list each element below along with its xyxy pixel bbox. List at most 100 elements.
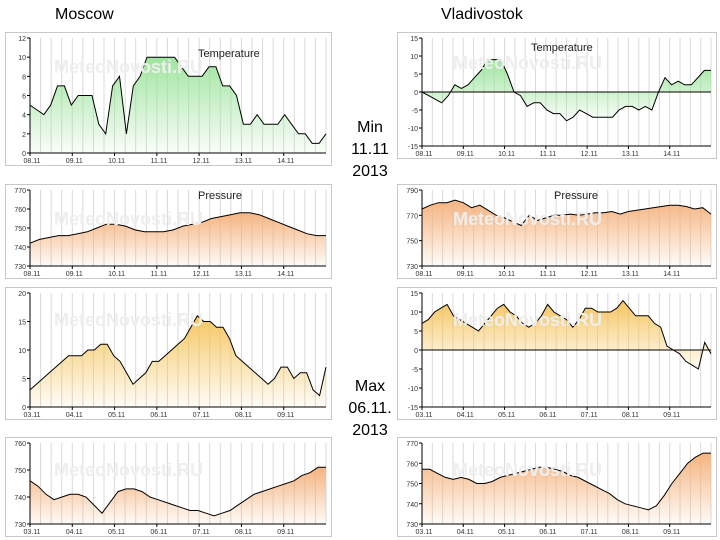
- area-fill: [422, 59, 711, 121]
- x-tick-label: 07.11: [193, 412, 210, 419]
- y-tick-label: 10: [18, 348, 26, 355]
- x-tick-label: 14.11: [277, 271, 294, 278]
- y-tick-label: 10: [410, 54, 418, 61]
- y-tick-label: 750: [406, 482, 418, 489]
- y-tick-label: -5: [412, 367, 418, 374]
- pressure-title: Pressure: [554, 190, 599, 202]
- x-tick-label: 08.11: [416, 151, 433, 158]
- x-tick-label: 08.11: [24, 271, 41, 278]
- area-fill: [30, 315, 326, 407]
- y-tick-label: 15: [410, 291, 418, 298]
- y-tick-label: 10: [18, 55, 26, 62]
- y-tick-label: 760: [14, 207, 26, 214]
- x-tick-label: 05.11: [108, 529, 125, 536]
- y-tick-label: -10: [408, 386, 418, 393]
- area-fill: [422, 200, 711, 266]
- min-year: 2013: [352, 163, 388, 180]
- y-tick-label: 15: [18, 320, 26, 327]
- vladivostok-max-temp-panel: -15 -10 -5 0 5 10 15 03.11 04.11 05.11 06.11 07.11 0…: [397, 287, 717, 420]
- chart-svg: 0 2 4 6 8 10 12 08.11 09.11 10.11 11.11 12.11 13.11 1…: [18, 36, 327, 165]
- y-tick-label: -5: [412, 108, 418, 115]
- chart-svg: -15 -10 -5 0 5 10 15 03.11 04.11 05.11 06.11 07.11 0…: [408, 291, 712, 419]
- x-tick-label: 10.11: [498, 271, 515, 278]
- y-tick-label: 770: [14, 188, 26, 195]
- x-tick-label: 10.11: [108, 271, 125, 278]
- x-tick-label: 11.11: [151, 271, 168, 278]
- x-tick-label: 11.11: [540, 151, 557, 158]
- x-tick-label: 08.11: [622, 529, 639, 536]
- x-tick-label: 05.11: [108, 412, 125, 419]
- series-line: [29, 466, 326, 517]
- city-vladivostok-label: Vladivostok: [441, 6, 523, 23]
- min-label: Min: [357, 119, 383, 136]
- x-tick-label: 05.11: [498, 529, 515, 536]
- x-tick-label: 09.11: [277, 412, 294, 419]
- chart-svg: 730 740 750 760 770 08.11 09.11 10.11 11.11 12.11…: [14, 188, 327, 278]
- min-date-label: Min 11.11 2013: [330, 117, 410, 183]
- city-moscow-label: Moscow: [55, 6, 114, 23]
- y-tick-label: 740: [406, 502, 418, 509]
- y-tick-label: 730: [14, 264, 26, 271]
- series-line: [422, 452, 711, 511]
- x-tick-label: 04.11: [457, 412, 474, 419]
- y-tick-label: 0: [414, 348, 418, 355]
- y-tick-label: 730: [14, 522, 26, 529]
- area-fill: [30, 467, 326, 524]
- y-tick-label: 20: [18, 291, 26, 298]
- x-tick-label: 06.11: [539, 412, 556, 419]
- temperature-title: Temperature: [531, 42, 593, 54]
- x-tick-label: 09.11: [663, 529, 680, 536]
- x-tick-label: 09.11: [457, 151, 474, 158]
- y-tick-label: 750: [406, 239, 418, 246]
- y-tick-label: 730: [406, 264, 418, 271]
- vladivostok-min-temp-panel: -15 -10 -5 0 5 10 15 08.11 09.11 10.11 11.11 12.11 1…: [397, 32, 717, 159]
- x-tick-label: 06.11: [150, 529, 167, 536]
- pressure-title: Pressure: [198, 190, 243, 202]
- y-tick-label: 12: [18, 36, 26, 43]
- x-tick-label: 09.11: [457, 271, 474, 278]
- x-tick-label: 13.11: [622, 151, 639, 158]
- series-line: [29, 56, 327, 144]
- x-tick-label: 13.11: [622, 271, 639, 278]
- x-tick-label: 04.11: [66, 529, 83, 536]
- x-tick-label: 09.11: [663, 412, 680, 419]
- y-tick-label: 790: [406, 188, 418, 195]
- x-tick-label: 09.11: [66, 271, 83, 278]
- x-tick-label: 04.11: [457, 529, 474, 536]
- max-label: Max: [354, 378, 386, 395]
- x-tick-label: 05.11: [498, 412, 515, 419]
- x-tick-label: 03.11: [416, 412, 433, 419]
- x-tick-label: 03.11: [24, 412, 41, 419]
- series-line: [421, 299, 712, 370]
- max-date: 06.11.: [348, 400, 392, 417]
- x-tick-label: 12.11: [193, 158, 210, 165]
- y-tick-label: 2: [22, 132, 26, 139]
- vladivostok-max-pressure-panel: 730 740 750 760 770 03.11 04.11 05.11 06.11 07.11…: [397, 437, 717, 537]
- area-fill: [422, 453, 711, 524]
- series-line: [421, 59, 711, 122]
- y-tick-label: 5: [22, 377, 26, 384]
- moscow-min-temp-panel: 0 2 4 6 8 10 12 08.11 09.11 10.11 11.11 12.11 13.11 1…: [5, 32, 332, 166]
- y-tick-label: 740: [14, 245, 26, 252]
- y-tick-label: 5: [414, 329, 418, 336]
- series-line: [421, 199, 712, 227]
- moscow-max-temp-panel: 0 5 10 15 20 03.11 04.11 05.11 06.11 07.11 08.11 09…: [5, 287, 332, 420]
- min-date: 11.11: [351, 141, 389, 158]
- area-fill: [30, 57, 326, 154]
- x-tick-label: 13.11: [235, 158, 252, 165]
- x-tick-label: 03.11: [24, 529, 41, 536]
- chart-svg: 730 740 750 760 770 03.11 04.11 05.11 06.11 07.11…: [406, 441, 712, 536]
- x-tick-label: 06.11: [539, 529, 556, 536]
- x-tick-label: 08.11: [416, 271, 433, 278]
- x-tick-label: 12.11: [581, 151, 598, 158]
- x-tick-label: 14.11: [277, 158, 294, 165]
- y-tick-label: -15: [408, 144, 418, 151]
- y-tick-label: 0: [414, 90, 418, 97]
- x-tick-label: 08.11: [622, 412, 639, 419]
- y-tick-label: 8: [22, 74, 26, 81]
- x-tick-label: 04.11: [66, 412, 83, 419]
- y-tick-label: 5: [414, 72, 418, 79]
- temperature-title: Temperature: [198, 48, 260, 60]
- chart-svg: -15 -10 -5 0 5 10 15 08.11 09.11 10.11 11.11 12.11 1…: [408, 36, 712, 158]
- y-tick-label: 740: [14, 495, 26, 502]
